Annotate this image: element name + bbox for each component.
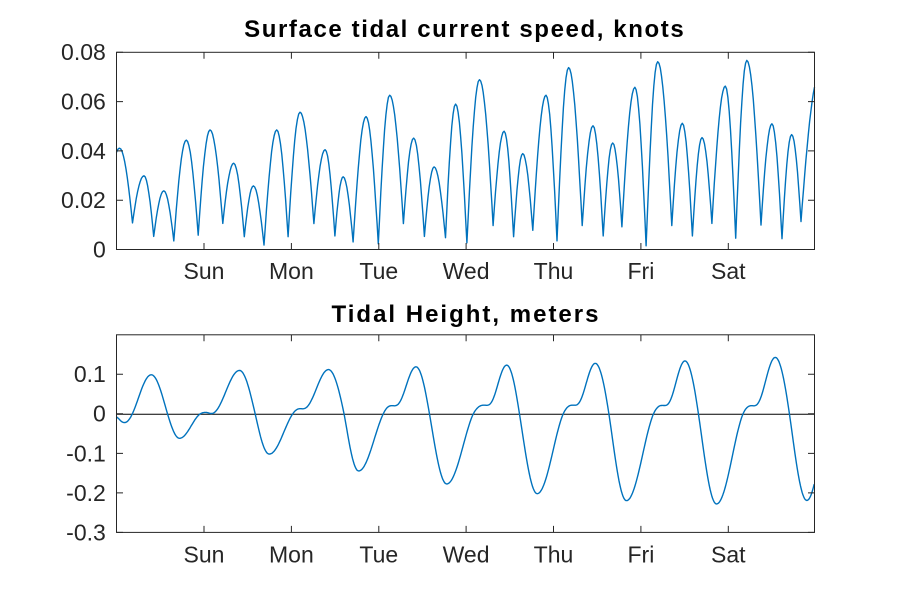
svg-text:Tidal Height, meters: Tidal Height, meters (332, 301, 601, 328)
svg-text:Wed: Wed (443, 258, 490, 284)
svg-text:Thu: Thu (534, 258, 574, 284)
svg-text:0.02: 0.02 (61, 187, 106, 213)
svg-text:Fri: Fri (627, 258, 654, 284)
svg-text:0.04: 0.04 (61, 138, 106, 164)
svg-text:Tue: Tue (359, 258, 398, 284)
svg-text:0: 0 (93, 401, 106, 427)
svg-text:Sat: Sat (711, 258, 746, 284)
svg-text:Tue: Tue (359, 542, 398, 568)
svg-text:Surface tidal current speed, k: Surface tidal current speed, knots (244, 16, 685, 43)
svg-text:Mon: Mon (269, 542, 314, 568)
svg-text:Fri: Fri (627, 542, 654, 568)
svg-text:0.08: 0.08 (61, 39, 106, 65)
svg-text:-0.2: -0.2 (66, 480, 106, 506)
svg-text:Sun: Sun (184, 542, 225, 568)
svg-text:-0.1: -0.1 (66, 440, 106, 466)
svg-text:Wed: Wed (443, 542, 490, 568)
svg-text:Sat: Sat (711, 542, 746, 568)
svg-text:0.1: 0.1 (74, 361, 106, 387)
svg-text:0: 0 (93, 236, 106, 262)
svg-text:0.06: 0.06 (61, 89, 106, 115)
svg-text:Thu: Thu (534, 542, 574, 568)
svg-text:-0.3: -0.3 (66, 519, 106, 545)
svg-text:Sun: Sun (184, 258, 225, 284)
svg-text:Mon: Mon (269, 258, 314, 284)
